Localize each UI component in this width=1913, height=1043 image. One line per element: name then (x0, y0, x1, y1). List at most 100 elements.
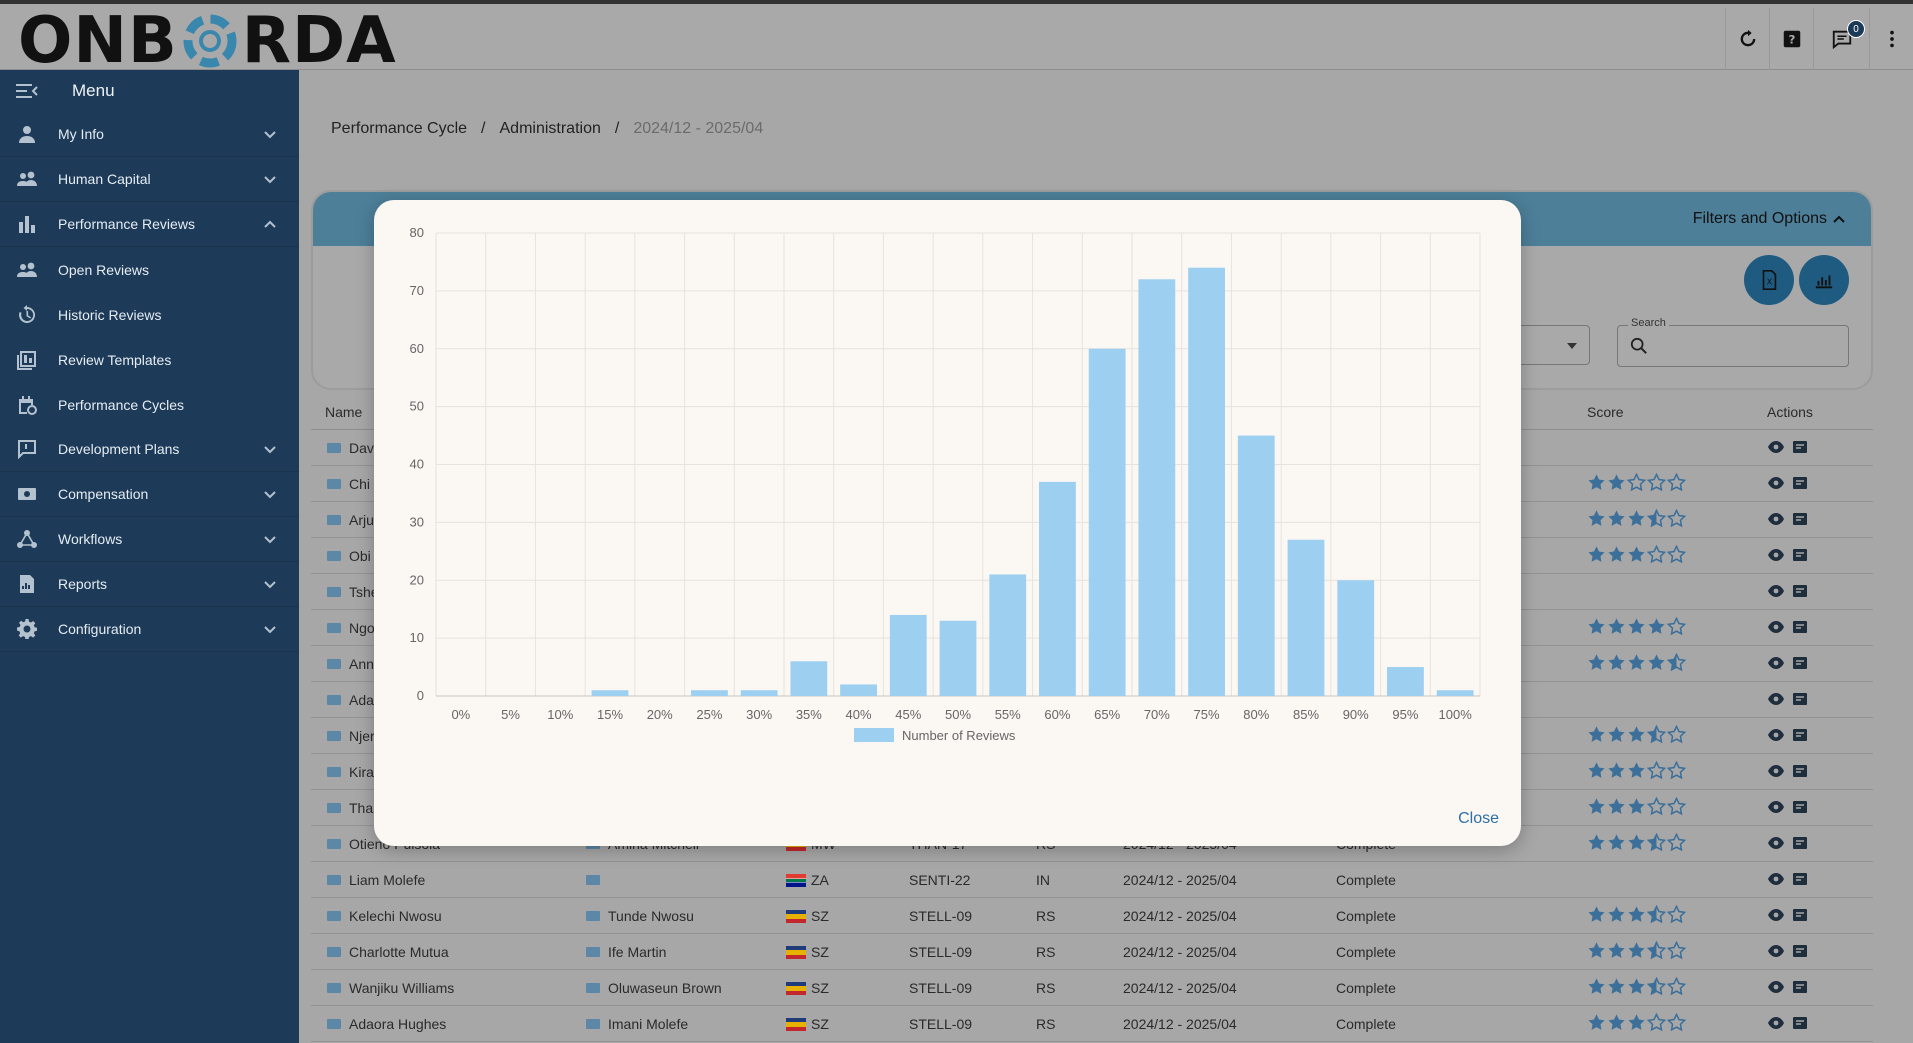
table-row[interactable]: Adaora Hughes Imani Molefe SZ STELL-09 RS 202… (311, 1006, 1873, 1042)
export-excel-button[interactable]: X (1744, 255, 1794, 305)
report-card-icon[interactable] (1792, 621, 1808, 633)
report-card-icon[interactable] (1792, 801, 1808, 813)
email-icon[interactable] (327, 443, 341, 453)
email-icon[interactable] (327, 839, 341, 849)
email-icon[interactable] (586, 911, 600, 921)
sidebar-item-configuration[interactable]: Configuration (0, 607, 299, 652)
sidebar-item-review-templates[interactable]: Review Templates (0, 337, 299, 382)
menu-collapse-icon[interactable] (16, 83, 38, 99)
row-actions (1768, 909, 1808, 921)
view-eye-icon[interactable] (1768, 621, 1784, 633)
view-eye-icon[interactable] (1768, 981, 1784, 993)
email-icon[interactable] (327, 947, 341, 957)
email-icon[interactable] (327, 551, 341, 561)
view-eye-icon[interactable] (1768, 441, 1784, 453)
email-icon[interactable] (327, 479, 341, 489)
messages-button[interactable]: 0 (1813, 8, 1869, 70)
email-icon[interactable] (327, 587, 341, 597)
x-tick-label: 55% (995, 707, 1021, 722)
report-card-icon[interactable] (1792, 981, 1808, 993)
sidebar-item-compensation[interactable]: Compensation (0, 472, 299, 517)
close-button[interactable]: Close (1458, 810, 1499, 827)
view-eye-icon[interactable] (1768, 729, 1784, 741)
star-icon (1628, 762, 1645, 778)
star-icon (1588, 798, 1605, 814)
report-card-icon[interactable] (1792, 729, 1808, 741)
report-card-icon[interactable] (1792, 513, 1808, 525)
view-eye-icon[interactable] (1768, 873, 1784, 885)
column-header-score[interactable]: Score (1587, 403, 1624, 420)
report-card-icon[interactable] (1792, 477, 1808, 489)
table-row[interactable]: Charlotte Mutua Ife Martin SZ STELL-09 RS 202… (311, 934, 1873, 970)
onborda-logo[interactable]: ONB RDA (18, 9, 397, 73)
email-icon[interactable] (327, 659, 341, 669)
email-icon[interactable] (586, 983, 600, 993)
view-eye-icon[interactable] (1768, 909, 1784, 921)
chart-view-button[interactable] (1799, 255, 1849, 305)
report-card-icon[interactable] (1792, 945, 1808, 957)
view-eye-icon[interactable] (1768, 765, 1784, 777)
help-button[interactable]: ? (1769, 8, 1813, 70)
sidebar-item-workflows[interactable]: Workflows (0, 517, 299, 562)
report-card-icon[interactable] (1792, 441, 1808, 453)
sidebar-item-human-capital[interactable]: Human Capital (0, 157, 299, 202)
templates-icon (16, 349, 38, 371)
email-icon[interactable] (327, 1019, 341, 1029)
sidebar-item-performance-cycles[interactable]: Performance Cycles (0, 382, 299, 427)
view-eye-icon[interactable] (1768, 513, 1784, 525)
column-header-name[interactable]: Name (325, 403, 363, 420)
report-card-icon[interactable] (1792, 909, 1808, 921)
view-eye-icon[interactable] (1768, 1017, 1784, 1029)
table-row[interactable]: Njer (311, 718, 1873, 754)
view-eye-icon[interactable] (1768, 585, 1784, 597)
view-eye-icon[interactable] (1768, 693, 1784, 705)
sidebar-item-historic-reviews[interactable]: Historic Reviews (0, 292, 299, 337)
email-icon[interactable] (327, 767, 341, 777)
email-icon[interactable] (586, 1019, 600, 1029)
sidebar-item-open-reviews[interactable]: Open Reviews (0, 247, 299, 292)
email-icon[interactable] (586, 947, 600, 957)
sidebar-item-performance-reviews[interactable]: Performance Reviews (0, 202, 299, 247)
sidebar-item-reports[interactable]: Reports (0, 562, 299, 607)
email-icon[interactable] (327, 983, 341, 993)
sidebar-item-my-info[interactable]: My Info (0, 112, 299, 157)
view-eye-icon[interactable] (1768, 477, 1784, 489)
report-icon (16, 573, 38, 595)
refresh-button[interactable] (1725, 8, 1769, 70)
report-card-icon[interactable] (1792, 585, 1808, 597)
search-input[interactable]: Search (1617, 317, 1849, 367)
breadcrumb-item-administration[interactable]: Administration (499, 120, 601, 137)
report-card-icon[interactable] (1792, 657, 1808, 669)
email-icon[interactable] (327, 695, 341, 705)
sidebar-menu-header[interactable]: Menu (0, 70, 299, 112)
view-eye-icon[interactable] (1768, 945, 1784, 957)
sidebar-item-development-plans[interactable]: Development Plans (0, 427, 299, 472)
view-eye-icon[interactable] (1768, 837, 1784, 849)
report-card-icon[interactable] (1792, 765, 1808, 777)
view-eye-icon[interactable] (1768, 657, 1784, 669)
svg-text:X: X (1767, 277, 1773, 287)
email-icon[interactable] (327, 803, 341, 813)
email-icon[interactable] (327, 515, 341, 525)
table-row[interactable]: Kelechi Nwosu Tunde Nwosu SZ STELL-09 RS 2024… (311, 898, 1873, 934)
table-row[interactable]: Wanjiku Williams Oluwaseun Brown SZ STELL-0… (311, 970, 1873, 1006)
team-code: STELL-09 (909, 1016, 973, 1032)
view-eye-icon[interactable] (1768, 801, 1784, 813)
report-card-icon[interactable] (1792, 873, 1808, 885)
rating-stars (1587, 725, 1686, 744)
reviewer-name: Imani Molefe (608, 1016, 689, 1032)
email-icon[interactable] (327, 911, 341, 921)
email-icon[interactable] (327, 731, 341, 741)
report-card-icon[interactable] (1792, 693, 1808, 705)
report-card-icon[interactable] (1792, 1017, 1808, 1029)
view-eye-icon[interactable] (1768, 549, 1784, 561)
email-icon[interactable] (586, 875, 600, 885)
report-card-icon[interactable] (1792, 549, 1808, 561)
table-row[interactable]: Liam Molefe ZA SENTI-22 IN 2024/12 - 2025/04… (311, 862, 1873, 898)
more-options-button[interactable] (1869, 8, 1913, 70)
filter-select[interactable] (1519, 325, 1590, 365)
email-icon[interactable] (327, 623, 341, 633)
report-card-icon[interactable] (1792, 837, 1808, 849)
email-icon[interactable] (327, 875, 341, 885)
breadcrumb-item-performance-cycle[interactable]: Performance Cycle (331, 120, 468, 137)
